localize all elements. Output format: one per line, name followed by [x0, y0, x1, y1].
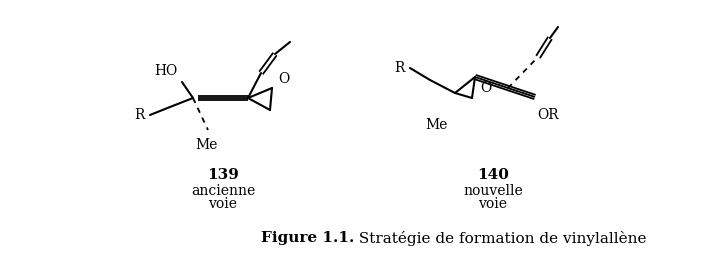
- Text: voie: voie: [208, 197, 238, 211]
- Text: R: R: [135, 108, 145, 122]
- Text: OR: OR: [537, 108, 559, 122]
- Text: O: O: [480, 81, 491, 95]
- Text: R: R: [395, 61, 405, 75]
- Text: Me: Me: [425, 118, 448, 132]
- Text: Stratégie de formation de vinylallène: Stratégie de formation de vinylallène: [354, 231, 647, 245]
- Text: ancienne: ancienne: [191, 184, 255, 198]
- Text: 140: 140: [477, 168, 509, 182]
- Text: HO: HO: [155, 64, 178, 78]
- Text: 139: 139: [207, 168, 239, 182]
- Text: O: O: [278, 72, 289, 86]
- Text: nouvelle: nouvelle: [463, 184, 523, 198]
- Text: Figure 1.1.: Figure 1.1.: [261, 231, 354, 245]
- Text: voie: voie: [479, 197, 508, 211]
- Text: Me: Me: [196, 138, 218, 152]
